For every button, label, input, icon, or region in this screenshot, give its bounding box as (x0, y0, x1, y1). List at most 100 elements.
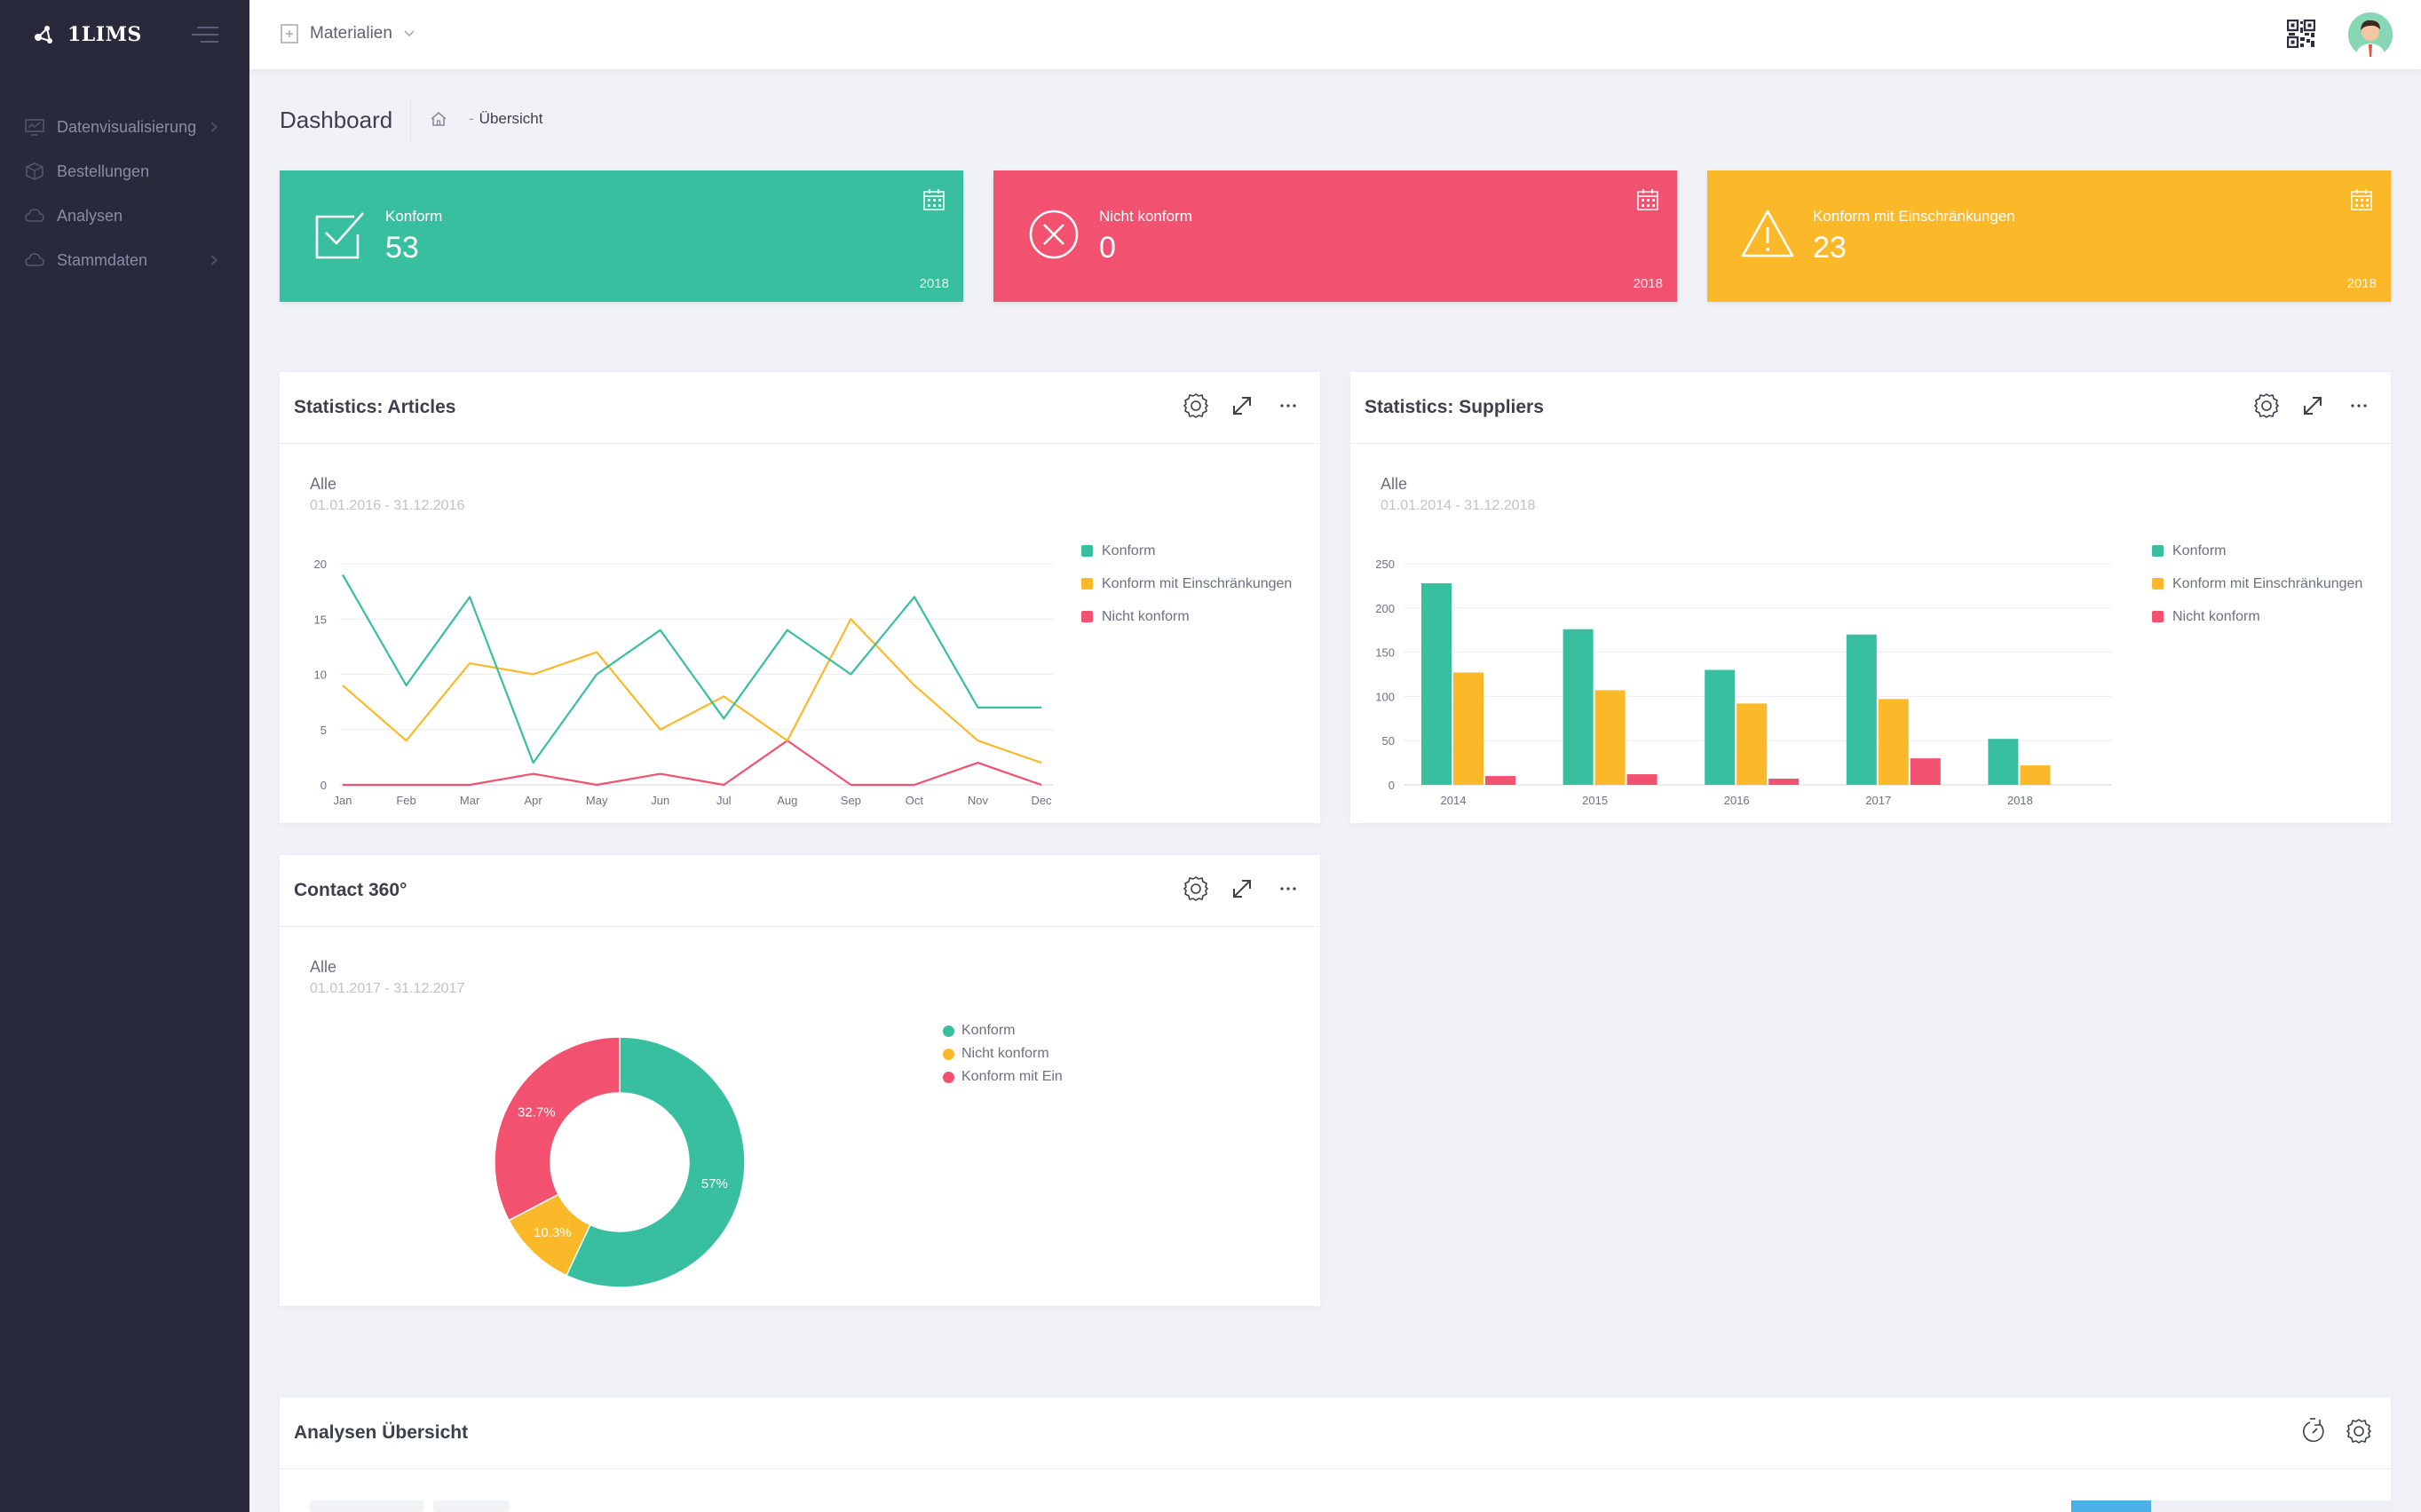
expand-icon[interactable] (1228, 392, 1256, 420)
page-title: Dashboard (280, 107, 393, 133)
legend-label: Konform mit Ein (961, 1069, 1063, 1084)
stat-tile-nicht-konform[interactable]: Nicht konform 0 2018 (993, 170, 1677, 302)
chart-scope: Alle (310, 958, 337, 976)
legend-label: Konform (1102, 542, 1156, 558)
y-tick-label: 0 (320, 779, 327, 792)
calendar-icon[interactable] (1636, 188, 1659, 211)
qr-code-icon[interactable] (2287, 20, 2315, 48)
settings-icon[interactable] (2345, 1417, 2373, 1445)
x-tick-label: 2017 (1865, 794, 1891, 807)
stat-tile-konform[interactable]: Konform 53 2018 (280, 170, 963, 302)
toolbar-button[interactable] (433, 1500, 510, 1512)
legend-swatch (943, 1025, 954, 1037)
bar (1737, 703, 1768, 785)
bar (1910, 758, 1941, 785)
settings-icon[interactable] (2252, 392, 2281, 420)
expand-icon[interactable] (1228, 875, 1256, 903)
toolbar-button[interactable] (310, 1500, 423, 1512)
bar (1453, 672, 1483, 785)
legend-item-konform[interactable]: Konform (943, 1019, 1063, 1042)
sidebar-item-label: Analysen (57, 206, 123, 225)
x-tick-label: 2018 (2007, 794, 2033, 807)
y-tick-label: 250 (1375, 558, 1395, 571)
series-line (342, 574, 1041, 764)
y-tick-label: 20 (314, 558, 327, 571)
cloud-icon (25, 253, 44, 266)
bar (1768, 779, 1800, 785)
sidebar-toggle-icon[interactable] (192, 25, 220, 44)
monitor-icon (25, 119, 44, 136)
portlet-title: Statistics: Suppliers (1365, 397, 1544, 417)
legend-item-nicht-konform[interactable]: Nicht konform (1081, 600, 1292, 633)
portlet-contact-360: Contact 360° Alle 01.01.2017 - 31.12.201… (280, 855, 1320, 1306)
user-avatar[interactable] (2348, 12, 2393, 57)
subheader-divider (410, 99, 411, 144)
sidebar-item-analysen[interactable]: Analysen (0, 194, 249, 238)
tile-label: Konform mit Einschränkungen (1813, 208, 2015, 225)
calendar-icon[interactable] (2350, 188, 2373, 211)
more-options-icon[interactable] (2345, 392, 2373, 420)
slice-label: 10.3% (534, 1225, 572, 1240)
sidebar-item-datenvisualisierung[interactable]: Datenvisualisierung (0, 105, 249, 149)
bar (1626, 774, 1658, 785)
legend-item-konform[interactable]: Konform (2152, 534, 2362, 567)
chevron-right-icon (210, 122, 218, 132)
settings-icon[interactable] (1182, 875, 1210, 903)
sidebar-item-stammdaten[interactable]: Stammdaten (0, 238, 249, 282)
topbar: Materialien (249, 0, 2421, 69)
portlet-title: Analysen Übersicht (294, 1422, 469, 1443)
pie-slice (565, 1036, 746, 1288)
suppliers-legend: Konform Konform mit Einschränkungen Nich… (2152, 534, 2362, 633)
tile-label: Nicht konform (1099, 208, 1192, 225)
x-tick-label: Oct (906, 794, 924, 807)
more-options-icon[interactable] (1274, 392, 1302, 420)
sidebar-item-bestellungen[interactable]: Bestellungen (0, 149, 249, 194)
legend-swatch (1081, 611, 1093, 622)
x-tick-label: Jan (334, 794, 352, 807)
legend-label: Konform (961, 1023, 1016, 1038)
bar (1485, 776, 1515, 785)
bar (1846, 634, 1877, 785)
sidebar: 1LIMS Datenvisualisierung Bestellungen (0, 0, 249, 1512)
tile-year: 2018 (2346, 276, 2377, 291)
legend-item-nicht-konform[interactable]: Nicht konform (2152, 600, 2362, 633)
x-tick-label: Dec (1031, 794, 1052, 807)
stat-tile-konform-mit-einschraenkungen[interactable]: Konform mit Einschränkungen 23 2018 (1707, 170, 2391, 302)
legend-item-konform[interactable]: Konform (1081, 534, 1292, 567)
legend-swatch (2152, 545, 2164, 557)
x-tick-label: 2016 (1724, 794, 1750, 807)
home-icon[interactable] (430, 110, 447, 128)
module-menu[interactable]: Materialien (280, 23, 415, 44)
progress-bar (2071, 1500, 2391, 1512)
breadcrumb-label: Übersicht (479, 110, 543, 127)
settings-icon[interactable] (1182, 392, 1210, 420)
brand[interactable]: 1LIMS (32, 20, 142, 50)
more-options-icon[interactable] (1274, 875, 1302, 903)
document-add-icon (281, 24, 298, 44)
tile-year: 2018 (919, 276, 949, 291)
x-tick-label: Aug (777, 794, 797, 807)
series-line (343, 740, 1042, 787)
portlet-tools (2298, 1417, 2373, 1445)
check-icon (315, 212, 364, 259)
chart-daterange: 01.01.2017 - 31.12.2017 (310, 981, 465, 996)
legend-item-konform-mit-einschraenkungen[interactable]: Konform mit Einschränkungen (1081, 567, 1292, 600)
y-tick-label: 5 (320, 724, 327, 737)
legend-item-konform-mit-ein[interactable]: Konform mit Ein (943, 1065, 1063, 1088)
timer-icon[interactable] (2298, 1417, 2327, 1445)
box-icon (26, 162, 44, 180)
legend-item-konform-mit-einschraenkungen[interactable]: Konform mit Einschränkungen (2152, 567, 2362, 600)
bar (1988, 739, 2019, 785)
tile-value: 0 (1099, 231, 1116, 265)
chart-daterange: 01.01.2016 - 31.12.2016 (310, 498, 465, 513)
portlet-header: Contact 360° (280, 855, 1320, 927)
calendar-icon[interactable] (922, 188, 945, 211)
legend-item-nicht-konform[interactable]: Nicht konform (943, 1042, 1063, 1065)
chart-daterange: 01.01.2014 - 31.12.2018 (1381, 498, 1536, 513)
expand-icon[interactable] (2298, 392, 2327, 420)
bar (1594, 690, 1626, 785)
x-tick-label: 2015 (1582, 794, 1608, 807)
breadcrumb[interactable]: - Übersicht (469, 110, 543, 127)
bar (2020, 765, 2051, 785)
chart-scope: Alle (310, 475, 337, 493)
